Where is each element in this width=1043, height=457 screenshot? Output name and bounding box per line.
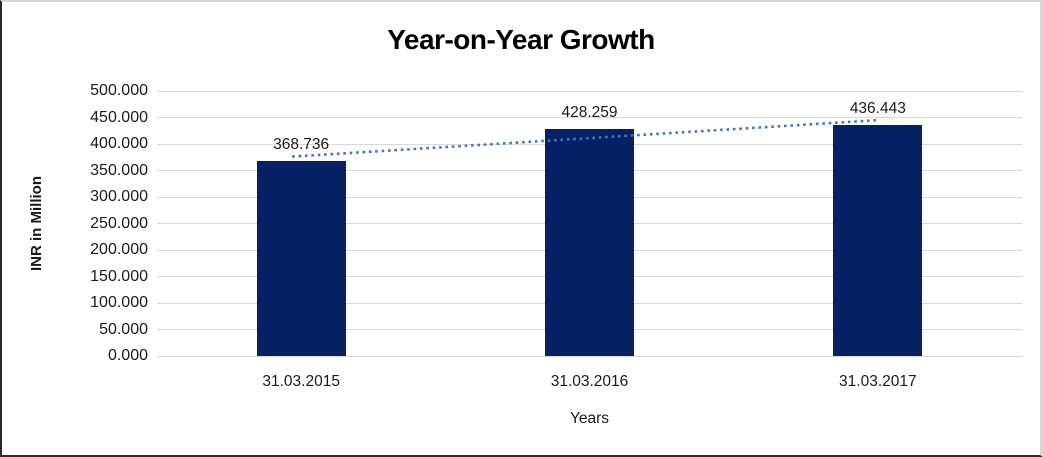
y-tick-label: 350.000 (90, 161, 148, 179)
x-axis-labels: 31.03.2015 31.03.2016 31.03.2017 (157, 373, 1022, 393)
bar (833, 124, 923, 356)
bar-data-label: 436.443 (849, 99, 906, 117)
y-tick-label: 450.000 (90, 108, 148, 126)
x-tick-label: 31.03.2016 (550, 373, 629, 390)
y-axis-labels: 0.000 50.000 100.000 150.000 200.000 250.000 3… (2, 82, 148, 364)
bar-data-label: 368.736 (273, 135, 330, 153)
gridline (157, 90, 1022, 92)
y-tick-label: 200.000 (90, 241, 148, 258)
x-axis-title: Years (569, 410, 610, 427)
trendline (292, 118, 880, 158)
y-tick-label: 400.000 (90, 135, 148, 152)
y-tick-label: 50.000 (99, 320, 148, 338)
chart-title: Year-on-Year Growth (387, 24, 655, 55)
bar (545, 129, 634, 356)
y-tick-label: 100.000 (90, 294, 148, 311)
x-tick-label: 31.03.2017 (839, 373, 917, 390)
y-tick-label: 150.000 (90, 267, 148, 285)
gridline (157, 117, 1022, 118)
y-tick-label: 500.000 (90, 82, 148, 99)
plot-area: 368.736 428.259 436.443 (157, 90, 1022, 357)
bar-data-label: 428.259 (561, 104, 618, 122)
bar (256, 160, 346, 356)
gridline (157, 355, 1022, 357)
x-tick-label: 31.03.2015 (262, 373, 340, 390)
y-tick-label: 0.000 (107, 347, 148, 364)
y-tick-label: 250.000 (90, 214, 148, 232)
y-tick-label: 300.000 (90, 188, 148, 205)
